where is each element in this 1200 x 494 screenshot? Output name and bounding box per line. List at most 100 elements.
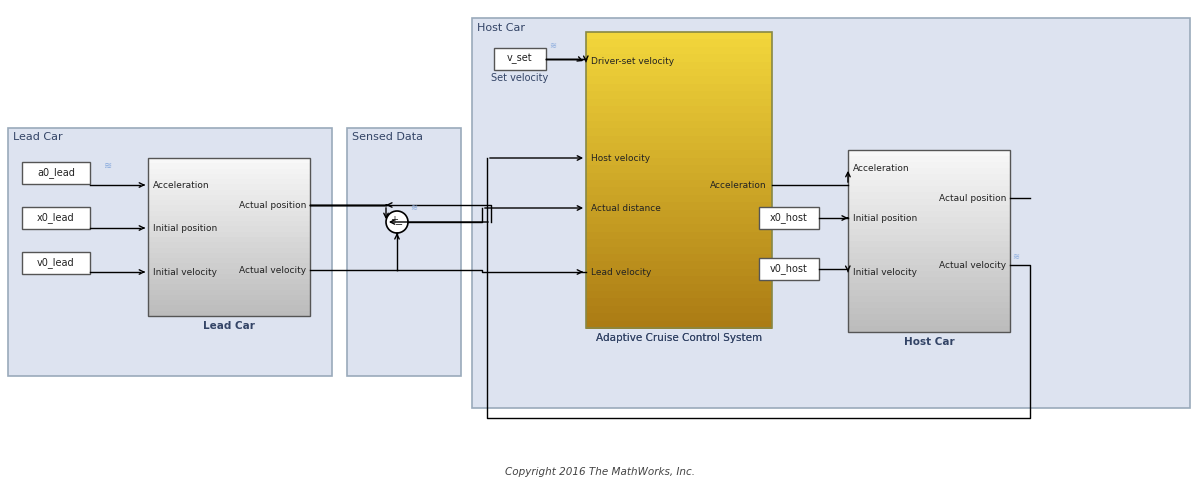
Bar	[586, 247, 772, 254]
Text: Actual position: Actual position	[239, 201, 306, 209]
Text: −: −	[395, 220, 403, 230]
Text: v0_lead: v0_lead	[37, 257, 74, 268]
Bar	[148, 247, 310, 253]
Bar	[148, 179, 310, 185]
Bar	[148, 263, 310, 269]
Bar	[586, 254, 772, 262]
Bar	[586, 114, 772, 122]
Bar	[148, 158, 310, 164]
Text: Acceleration: Acceleration	[154, 180, 210, 190]
Bar	[586, 32, 772, 40]
Bar	[586, 172, 772, 180]
Bar	[848, 265, 1010, 272]
Bar	[148, 174, 310, 179]
Bar	[760, 207, 818, 229]
Bar	[148, 295, 310, 301]
Text: Host Car: Host Car	[904, 337, 954, 347]
Text: Adaptive Cruise Control System: Adaptive Cruise Control System	[596, 333, 762, 343]
Bar	[848, 205, 1010, 211]
Circle shape	[386, 211, 408, 233]
Bar	[586, 224, 772, 232]
Bar	[586, 54, 772, 62]
Text: Initial velocity: Initial velocity	[853, 267, 917, 277]
Bar	[347, 128, 461, 376]
Bar	[148, 206, 310, 211]
Bar	[148, 190, 310, 195]
Bar	[848, 162, 1010, 168]
Bar	[148, 163, 310, 169]
Bar	[848, 326, 1010, 332]
Bar	[586, 40, 772, 47]
Bar	[148, 168, 310, 174]
Bar	[586, 232, 772, 240]
Text: Actaul position: Actaul position	[938, 194, 1006, 203]
Text: Lead velocity: Lead velocity	[592, 267, 652, 277]
Text: Adaptive Cruise Control System: Adaptive Cruise Control System	[596, 333, 762, 343]
Bar	[148, 274, 310, 280]
Bar	[586, 306, 772, 314]
Text: x0_host: x0_host	[770, 212, 808, 223]
Bar	[848, 235, 1010, 242]
Bar	[8, 128, 332, 376]
Bar	[586, 298, 772, 306]
Text: Initial velocity: Initial velocity	[154, 267, 217, 277]
Bar	[472, 18, 1190, 408]
Bar	[848, 295, 1010, 302]
Bar	[848, 302, 1010, 308]
Text: ≋: ≋	[410, 204, 418, 212]
Bar	[586, 284, 772, 291]
Bar	[148, 195, 310, 201]
Text: a0_lead: a0_lead	[37, 167, 74, 178]
Bar	[848, 223, 1010, 229]
Bar	[848, 229, 1010, 236]
Bar	[148, 232, 310, 238]
Bar	[586, 143, 772, 151]
Text: Actual velocity: Actual velocity	[938, 260, 1006, 270]
Bar	[586, 180, 772, 188]
Bar	[586, 291, 772, 299]
Bar	[148, 305, 310, 311]
Text: Host velocity: Host velocity	[592, 154, 650, 163]
Bar	[586, 209, 772, 217]
Bar	[586, 202, 772, 210]
Bar	[586, 32, 772, 328]
Bar	[848, 320, 1010, 327]
Bar	[22, 252, 90, 274]
Bar	[848, 193, 1010, 199]
Bar	[148, 269, 310, 274]
Text: Driver-set velocity: Driver-set velocity	[592, 57, 674, 67]
Text: Acceleration: Acceleration	[710, 180, 767, 190]
Bar	[848, 217, 1010, 223]
Bar	[848, 150, 1010, 332]
Text: v0_host: v0_host	[770, 263, 808, 275]
Bar	[148, 258, 310, 264]
Text: v_set: v_set	[508, 54, 533, 64]
Text: Lead Car: Lead Car	[13, 132, 62, 142]
Bar	[148, 158, 310, 316]
Bar	[848, 241, 1010, 247]
Bar	[848, 278, 1010, 284]
Bar	[148, 221, 310, 227]
Bar	[848, 247, 1010, 253]
Text: ≋: ≋	[104, 161, 112, 171]
Bar	[848, 168, 1010, 175]
Bar	[848, 199, 1010, 205]
Bar	[148, 311, 310, 317]
Bar	[148, 216, 310, 222]
Bar	[586, 121, 772, 129]
Text: Acceleration: Acceleration	[853, 164, 910, 172]
Bar	[848, 259, 1010, 266]
Bar	[148, 285, 310, 290]
Bar	[586, 261, 772, 269]
Bar	[586, 62, 772, 70]
Bar	[848, 289, 1010, 296]
Bar	[148, 279, 310, 285]
Bar	[586, 84, 772, 92]
Bar	[848, 156, 1010, 163]
Bar	[848, 180, 1010, 187]
Bar	[586, 150, 772, 158]
Bar	[586, 69, 772, 77]
Bar	[148, 237, 310, 243]
Bar	[22, 162, 90, 184]
Bar	[848, 253, 1010, 260]
